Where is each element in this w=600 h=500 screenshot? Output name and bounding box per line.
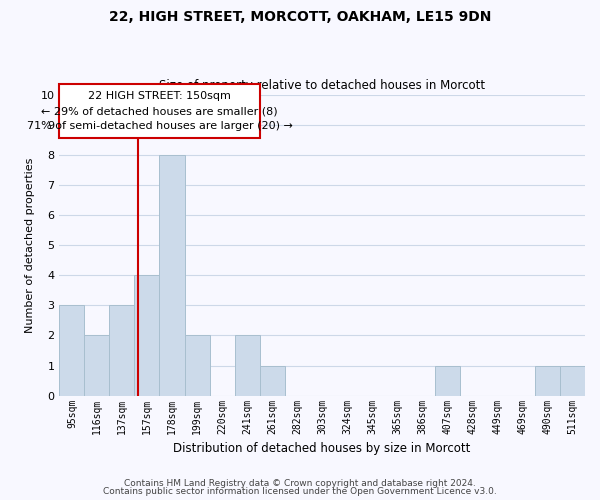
Bar xyxy=(260,366,284,396)
Bar xyxy=(235,336,260,396)
Bar xyxy=(59,306,85,396)
Bar xyxy=(185,336,209,396)
Text: 22 HIGH STREET: 150sqm: 22 HIGH STREET: 150sqm xyxy=(88,91,231,101)
Bar xyxy=(134,275,160,396)
Text: Contains public sector information licensed under the Open Government Licence v3: Contains public sector information licen… xyxy=(103,487,497,496)
FancyBboxPatch shape xyxy=(59,84,260,138)
X-axis label: Distribution of detached houses by size in Morcott: Distribution of detached houses by size … xyxy=(173,442,471,455)
Bar xyxy=(160,155,185,396)
Text: ← 29% of detached houses are smaller (8): ← 29% of detached houses are smaller (8) xyxy=(41,106,278,116)
Bar xyxy=(535,366,560,396)
Text: 22, HIGH STREET, MORCOTT, OAKHAM, LE15 9DN: 22, HIGH STREET, MORCOTT, OAKHAM, LE15 9… xyxy=(109,10,491,24)
Bar xyxy=(85,336,109,396)
Bar xyxy=(435,366,460,396)
Bar xyxy=(560,366,585,396)
Title: Size of property relative to detached houses in Morcott: Size of property relative to detached ho… xyxy=(159,79,485,92)
Text: 71% of semi-detached houses are larger (20) →: 71% of semi-detached houses are larger (… xyxy=(26,122,292,132)
Bar xyxy=(109,306,134,396)
Text: Contains HM Land Registry data © Crown copyright and database right 2024.: Contains HM Land Registry data © Crown c… xyxy=(124,478,476,488)
Y-axis label: Number of detached properties: Number of detached properties xyxy=(25,158,35,333)
